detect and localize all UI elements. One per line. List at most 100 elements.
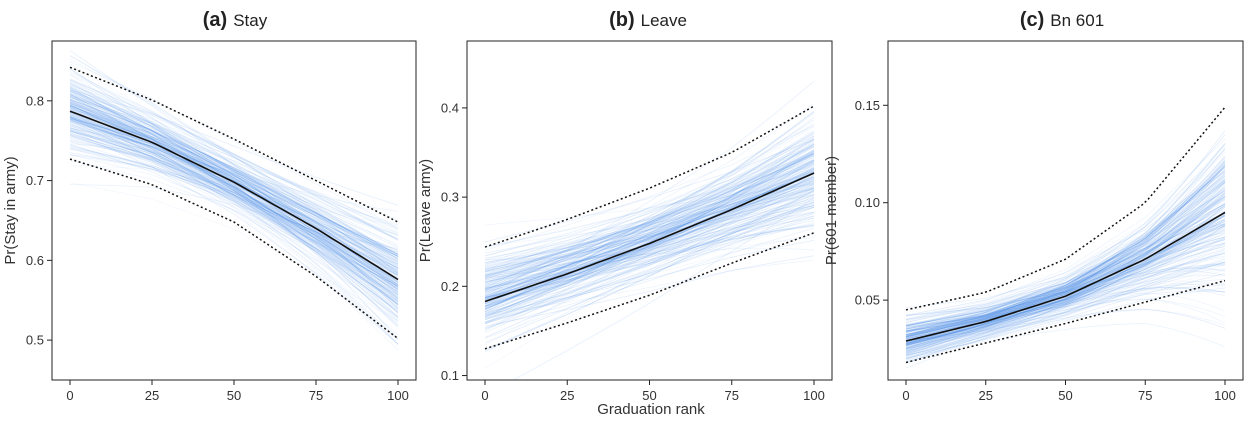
- draw-line: [905, 205, 1226, 338]
- draw-line: [905, 239, 1226, 343]
- draw-line: [905, 177, 1226, 320]
- draw-line: [484, 155, 815, 270]
- draw-line: [484, 202, 815, 317]
- draw-line: [484, 160, 815, 275]
- draw-line: [69, 134, 399, 302]
- draw-line: [69, 113, 399, 301]
- draw-line: [484, 166, 815, 300]
- draw-line: [905, 263, 1226, 328]
- draw-line: [905, 138, 1226, 320]
- draw-line: [484, 149, 815, 309]
- draw-line: [905, 261, 1226, 352]
- draw-line: [905, 255, 1226, 335]
- draw-line: [905, 232, 1226, 344]
- draw-line: [484, 166, 815, 316]
- draw-line: [905, 206, 1226, 335]
- draw-line: [484, 211, 815, 278]
- draw-line: [69, 116, 399, 309]
- draw-line: [69, 98, 399, 313]
- draw-line: [69, 95, 399, 321]
- draw-line: [69, 116, 399, 298]
- draw-line: [69, 102, 399, 301]
- draw-line: [69, 119, 399, 274]
- draw-line: [905, 190, 1226, 327]
- draw-line: [905, 174, 1226, 338]
- draw-line: [484, 171, 815, 318]
- draw-line: [69, 154, 399, 294]
- draw-line: [69, 101, 399, 268]
- draw-line: [484, 141, 815, 330]
- draw-line: [905, 236, 1226, 330]
- y-tick-label: 0.4: [441, 100, 459, 115]
- draw-line: [905, 267, 1226, 317]
- draw-line: [905, 211, 1226, 357]
- draw-line: [905, 196, 1226, 327]
- draw-line: [905, 130, 1226, 346]
- draw-line: [905, 163, 1226, 349]
- panel-title-tag: (b): [609, 9, 635, 31]
- draw-line: [905, 223, 1226, 346]
- draw-line: [69, 136, 399, 276]
- draw-line: [484, 135, 815, 291]
- draw-line: [69, 141, 399, 251]
- draw-line: [905, 249, 1226, 335]
- draw-line: [905, 205, 1226, 360]
- draw-line: [69, 139, 399, 256]
- draw-line: [905, 190, 1226, 342]
- draw-line: [69, 110, 399, 259]
- draw-line: [905, 227, 1226, 343]
- draw-line: [484, 172, 815, 294]
- draw-line: [905, 308, 1226, 342]
- draw-line: [69, 97, 399, 229]
- draw-line: [905, 225, 1226, 333]
- draw-line: [905, 181, 1226, 355]
- draw-line: [905, 212, 1226, 336]
- draw-line: [905, 148, 1226, 344]
- draw-line: [69, 154, 399, 261]
- draw-line: [484, 203, 815, 281]
- draw-line: [484, 173, 815, 307]
- draw-line: [69, 104, 399, 298]
- draw-line: [905, 286, 1226, 332]
- draw-line: [484, 215, 815, 324]
- draw-line: [484, 103, 815, 288]
- draw-line: [69, 125, 399, 281]
- draw-line: [484, 173, 815, 290]
- draw-line: [69, 135, 399, 289]
- y-tick-label: 0.3: [441, 190, 459, 205]
- x-tick-label: 50: [642, 388, 656, 403]
- draw-line: [905, 195, 1226, 336]
- draw-line: [69, 104, 399, 308]
- draw-line: [905, 292, 1226, 324]
- draw-line: [905, 290, 1226, 345]
- draw-line: [905, 274, 1226, 332]
- draw-line: [905, 259, 1226, 358]
- draw-line: [69, 84, 399, 293]
- panel-title: (a) Stay: [203, 9, 268, 31]
- draw-line: [484, 187, 815, 352]
- draw-line: [905, 169, 1226, 332]
- draw-line: [905, 161, 1226, 344]
- draw-line: [905, 162, 1226, 339]
- draw-line: [69, 133, 399, 282]
- draw-line: [484, 140, 815, 332]
- draw-line: [484, 221, 815, 320]
- draw-line: [69, 111, 399, 313]
- draw-line: [484, 146, 815, 266]
- draw-line: [905, 248, 1226, 361]
- draw-line: [484, 237, 815, 289]
- draw-line: [484, 227, 815, 329]
- draw-line: [69, 78, 399, 273]
- draw-line: [69, 113, 399, 293]
- draw-line: [484, 137, 815, 325]
- draw-line: [69, 87, 399, 256]
- draw-line: [905, 179, 1226, 348]
- draw-line: [905, 187, 1226, 356]
- draw-line: [484, 175, 815, 312]
- draw-line: [484, 255, 815, 327]
- draw-line: [484, 225, 815, 282]
- draw-line: [69, 154, 399, 253]
- draw-line: [484, 180, 815, 307]
- draw-line: [69, 127, 399, 236]
- draw-line: [484, 213, 815, 323]
